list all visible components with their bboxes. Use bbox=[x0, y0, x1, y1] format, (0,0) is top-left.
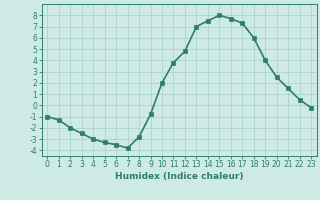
X-axis label: Humidex (Indice chaleur): Humidex (Indice chaleur) bbox=[115, 172, 244, 181]
